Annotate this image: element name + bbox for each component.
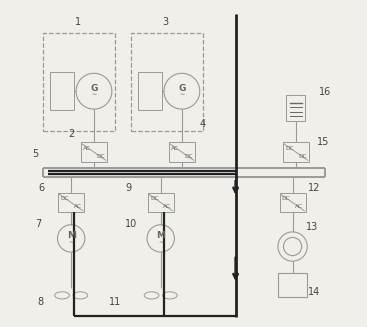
Text: AC: AC <box>83 146 91 151</box>
Text: AC: AC <box>171 146 179 151</box>
Text: 11: 11 <box>109 297 121 307</box>
Text: G: G <box>90 84 98 93</box>
Text: ∼: ∼ <box>91 93 97 98</box>
Text: 16: 16 <box>319 87 331 97</box>
Text: M: M <box>67 231 76 240</box>
Text: DC: DC <box>150 196 159 201</box>
Text: 5: 5 <box>32 149 39 159</box>
Bar <box>283 142 309 162</box>
Text: DC: DC <box>96 154 105 159</box>
Text: 12: 12 <box>308 183 320 193</box>
Text: 10: 10 <box>125 219 138 229</box>
Text: 3: 3 <box>163 17 169 27</box>
Bar <box>43 33 115 131</box>
Bar <box>148 193 174 212</box>
Text: DC: DC <box>285 146 294 151</box>
Text: 13: 13 <box>306 222 318 232</box>
Bar <box>286 95 305 121</box>
Text: DC: DC <box>61 196 69 201</box>
Text: M: M <box>156 231 165 240</box>
Text: DC: DC <box>282 196 290 201</box>
Text: 6: 6 <box>39 183 45 193</box>
Text: ∼: ∼ <box>179 93 185 98</box>
Text: 4: 4 <box>200 119 206 129</box>
Bar <box>169 142 195 162</box>
Text: 2: 2 <box>68 129 74 139</box>
Text: AC: AC <box>295 204 303 209</box>
Text: DC: DC <box>184 154 193 159</box>
Text: G: G <box>178 84 186 93</box>
Text: 15: 15 <box>317 137 330 147</box>
Bar <box>131 33 203 131</box>
Bar <box>278 273 307 297</box>
Text: 8: 8 <box>37 297 43 307</box>
Bar <box>50 72 75 110</box>
Bar <box>280 193 306 212</box>
Text: 1: 1 <box>75 17 81 27</box>
Text: ∼: ∼ <box>158 240 163 245</box>
Bar <box>138 72 162 110</box>
Text: 14: 14 <box>308 287 320 297</box>
Text: AC: AC <box>163 204 171 209</box>
Text: ∼: ∼ <box>69 240 74 245</box>
Text: DC: DC <box>298 154 306 159</box>
Bar <box>58 193 84 212</box>
Text: 9: 9 <box>125 183 131 193</box>
Bar <box>81 142 107 162</box>
Text: AC: AC <box>74 204 82 209</box>
Text: 7: 7 <box>36 219 42 229</box>
